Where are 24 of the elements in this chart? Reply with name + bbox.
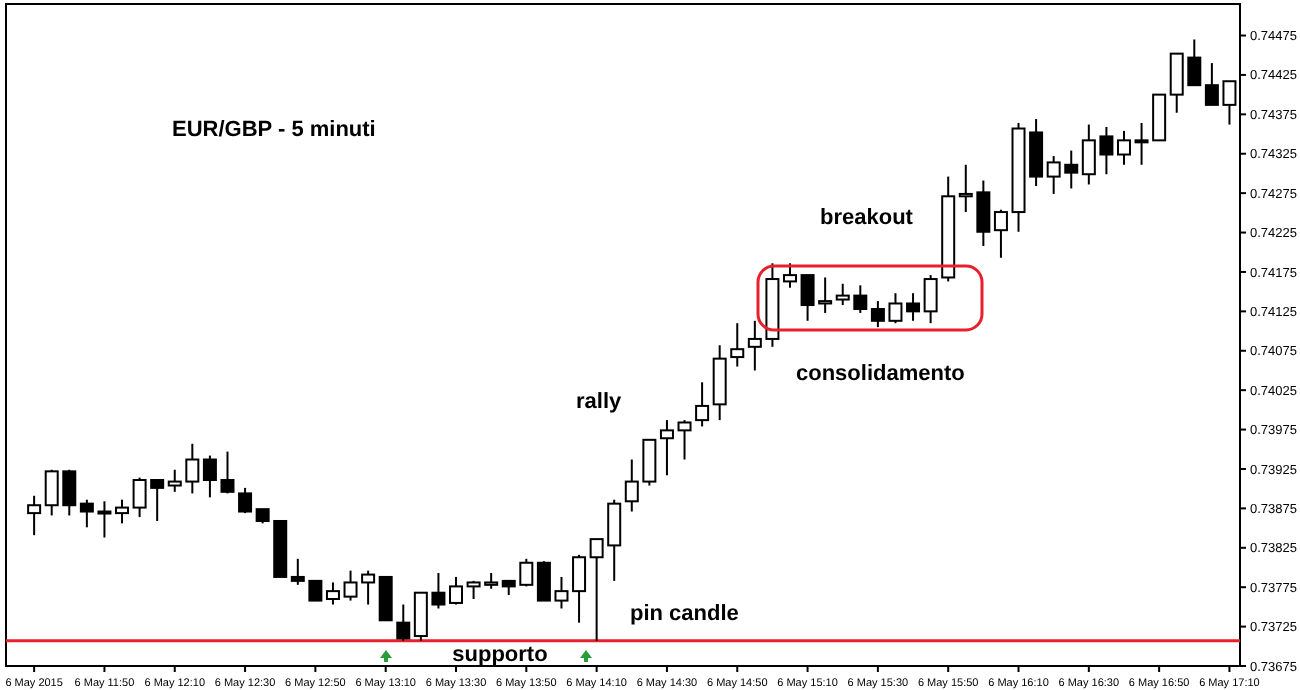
candlestick xyxy=(1116,129,1131,166)
candlestick xyxy=(993,208,1008,259)
candlestick xyxy=(572,553,587,624)
candlestick xyxy=(730,322,745,368)
candlestick xyxy=(712,344,727,422)
text: EUR/GBP - 5 minuti xyxy=(172,118,376,142)
candlestick xyxy=(325,581,340,606)
candlestick xyxy=(115,498,130,525)
candlestick xyxy=(677,419,692,461)
candlestick xyxy=(782,262,797,289)
candlestick xyxy=(659,419,674,477)
candlestick xyxy=(906,292,921,322)
candlestick xyxy=(378,575,393,622)
annotation: rally xyxy=(576,390,624,414)
candlestick xyxy=(449,575,464,606)
annotation: breakout xyxy=(820,206,914,230)
annotation: consolidamento xyxy=(796,362,966,386)
ref-line-label: supporto xyxy=(452,642,549,667)
annotation: pin candle xyxy=(630,602,739,626)
candlestick xyxy=(396,603,411,642)
candlestick xyxy=(923,274,938,325)
candlestick xyxy=(695,381,710,428)
candlestick xyxy=(27,494,42,537)
candlestick xyxy=(238,486,253,515)
